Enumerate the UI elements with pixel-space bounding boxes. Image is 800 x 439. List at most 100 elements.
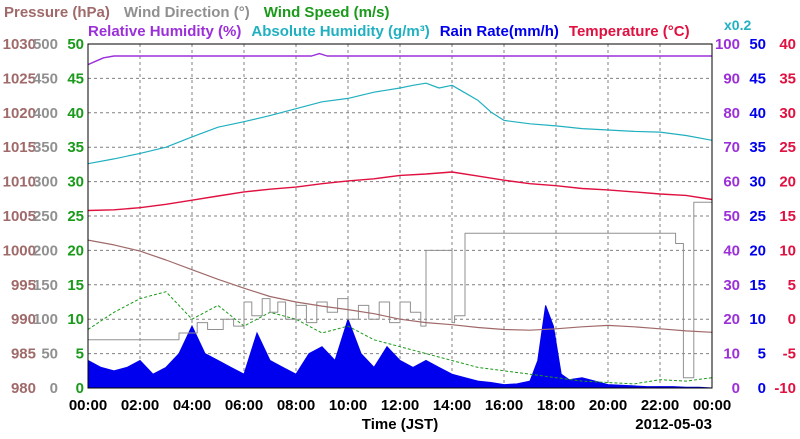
axis-pressure-tick: 1030 [3, 36, 36, 53]
axis-wind_direction-tick: 450 [33, 70, 58, 87]
x-tick: 16:00 [485, 397, 523, 414]
axis-humidity-tick: 10 [723, 346, 740, 363]
axis-humidity-tick: 90 [723, 70, 740, 87]
axis-wind_direction-tick: 400 [33, 105, 58, 122]
axis-wind_speed-tick: 50 [67, 36, 84, 53]
axis-humidity-tick: 40 [723, 242, 740, 259]
axis-humidity-tick: 50 [723, 208, 740, 225]
x-tick: 00:00 [69, 397, 107, 414]
axis-temperature-tick: 15 [779, 208, 796, 225]
series-rain [87, 305, 713, 389]
axis-temperature-tick: 20 [779, 174, 796, 191]
rain-series [87, 305, 713, 389]
x-tick: 06:00 [225, 397, 263, 414]
axis-humidity-tick: 60 [723, 174, 740, 191]
axis-rain-tick: 10 [749, 311, 766, 328]
axis-wind_direction-tick: 100 [33, 311, 58, 328]
x-tick: 08:00 [277, 397, 315, 414]
legend-wind_speed: Wind Speed (m/s) [264, 4, 390, 21]
axis-temperature-tick: 5 [788, 277, 796, 294]
axis-wind_direction-tick: 250 [33, 208, 58, 225]
axis-wind_direction-tick: 200 [33, 242, 58, 259]
axis-temperature-tick: -5 [783, 346, 796, 363]
x-tick: 22:00 [641, 397, 679, 414]
x-tick: 14:00 [433, 397, 471, 414]
series-pressure [87, 239, 713, 333]
axis-temperature-tick: 30 [779, 105, 796, 122]
axis-wind_direction-tick: 300 [33, 174, 58, 191]
series-abs_humidity [87, 82, 713, 165]
grid [88, 44, 712, 388]
x-axis: 00:00 02:00 04:00 06:00 08:00 10:00 12:00 14:00… [69, 397, 731, 414]
axis-wind_speed-tick: 0 [76, 380, 84, 397]
x-tick: 18:00 [537, 397, 575, 414]
axis-pressure-tick: 1005 [3, 208, 36, 225]
axis-pressure-tick: 1010 [3, 174, 36, 191]
axis-pressure-tick: 995 [11, 277, 36, 294]
x-axis-label: Time (JST) [362, 416, 438, 433]
axis-temperature-tick: 10 [779, 242, 796, 259]
legend-humidity: Relative Humidity (%) [88, 23, 241, 40]
axis-humidity-tick: 100 [715, 36, 740, 53]
legend-wind_direction: Wind Direction (°) [124, 4, 250, 21]
axis-wind_speed-tick: 45 [67, 70, 84, 87]
axis-rain-tick: 35 [749, 139, 766, 156]
date-label: 2012-05-03 [635, 416, 712, 433]
axis-wind_speed-tick: 40 [67, 105, 84, 122]
axis-humidity-tick: 70 [723, 139, 740, 156]
plot-frame [87, 43, 713, 389]
axis-wind_speed-tick: 20 [67, 242, 84, 259]
x-tick: 00:00 [693, 397, 731, 414]
line-series [87, 52, 713, 385]
axis-wind_speed-tick: 10 [67, 311, 84, 328]
axis-wind_speed-tick: 30 [67, 174, 84, 191]
axis-wind_direction-tick: 500 [33, 36, 58, 53]
axis-pressure-tick: 990 [11, 311, 36, 328]
legend-row-1: Pressure (hPa) Wind Direction (°) Wind Spe… [4, 4, 389, 21]
series-wind_speed [87, 291, 713, 385]
axis-rain-tick: 50 [749, 36, 766, 53]
axis-wind_speed-tick: 25 [67, 208, 84, 225]
x-tick: 04:00 [173, 397, 211, 414]
axis-temperature-tick: 35 [779, 70, 796, 87]
axis-temperature-tick: 25 [779, 139, 796, 156]
axis-wind_direction-tick: 350 [33, 139, 58, 156]
series-humidity [87, 52, 712, 66]
x-tick: 10:00 [329, 397, 367, 414]
axis-temperature-tick: -10 [774, 380, 796, 397]
axis-wind_speed-tick: 15 [67, 277, 84, 294]
right-axes: 0102030405060708090100051015202530354045… [715, 36, 796, 397]
series-wind_direction [88, 201, 712, 379]
axis-pressure-tick: 1015 [3, 139, 36, 156]
x-tick: 12:00 [381, 397, 419, 414]
axis-rain-tick: 5 [758, 346, 766, 363]
axis-rain-tick: 40 [749, 105, 766, 122]
axis-pressure-tick: 985 [11, 346, 36, 363]
abs-humidity-scale-note: x0.2 [724, 17, 751, 33]
axis-temperature-tick: 0 [788, 311, 796, 328]
axis-wind_speed-tick: 5 [76, 346, 84, 363]
axis-pressure-tick: 980 [11, 380, 36, 397]
axis-wind_direction-tick: 50 [41, 346, 58, 363]
axis-rain-tick: 0 [758, 380, 766, 397]
legend-rain: Rain Rate(mm/h) [440, 23, 559, 40]
axis-humidity-tick: 0 [732, 380, 740, 397]
legend-temperature: Temperature (°C) [569, 23, 690, 40]
axis-wind_direction-tick: 150 [33, 277, 58, 294]
axis-pressure-tick: 1025 [3, 70, 36, 87]
legend-abs_humidity: Absolute Humidity (g/m³) [251, 23, 429, 40]
left-axes: 9809859909951000100510101015102010251030… [3, 36, 84, 397]
axis-rain-tick: 25 [749, 208, 766, 225]
legend-pressure: Pressure (hPa) [4, 4, 110, 21]
axis-rain-tick: 15 [749, 277, 766, 294]
axis-rain-tick: 20 [749, 242, 766, 259]
axis-rain-tick: 45 [749, 70, 766, 87]
axis-humidity-tick: 30 [723, 277, 740, 294]
axis-temperature-tick: 40 [779, 36, 796, 53]
axis-rain-tick: 30 [749, 174, 766, 191]
axis-wind_direction-tick: 0 [50, 380, 58, 397]
legend-row-2: Relative Humidity (%) Absolute Humidity (… [88, 23, 690, 40]
series-temperature [87, 171, 713, 212]
x-tick: 02:00 [121, 397, 159, 414]
